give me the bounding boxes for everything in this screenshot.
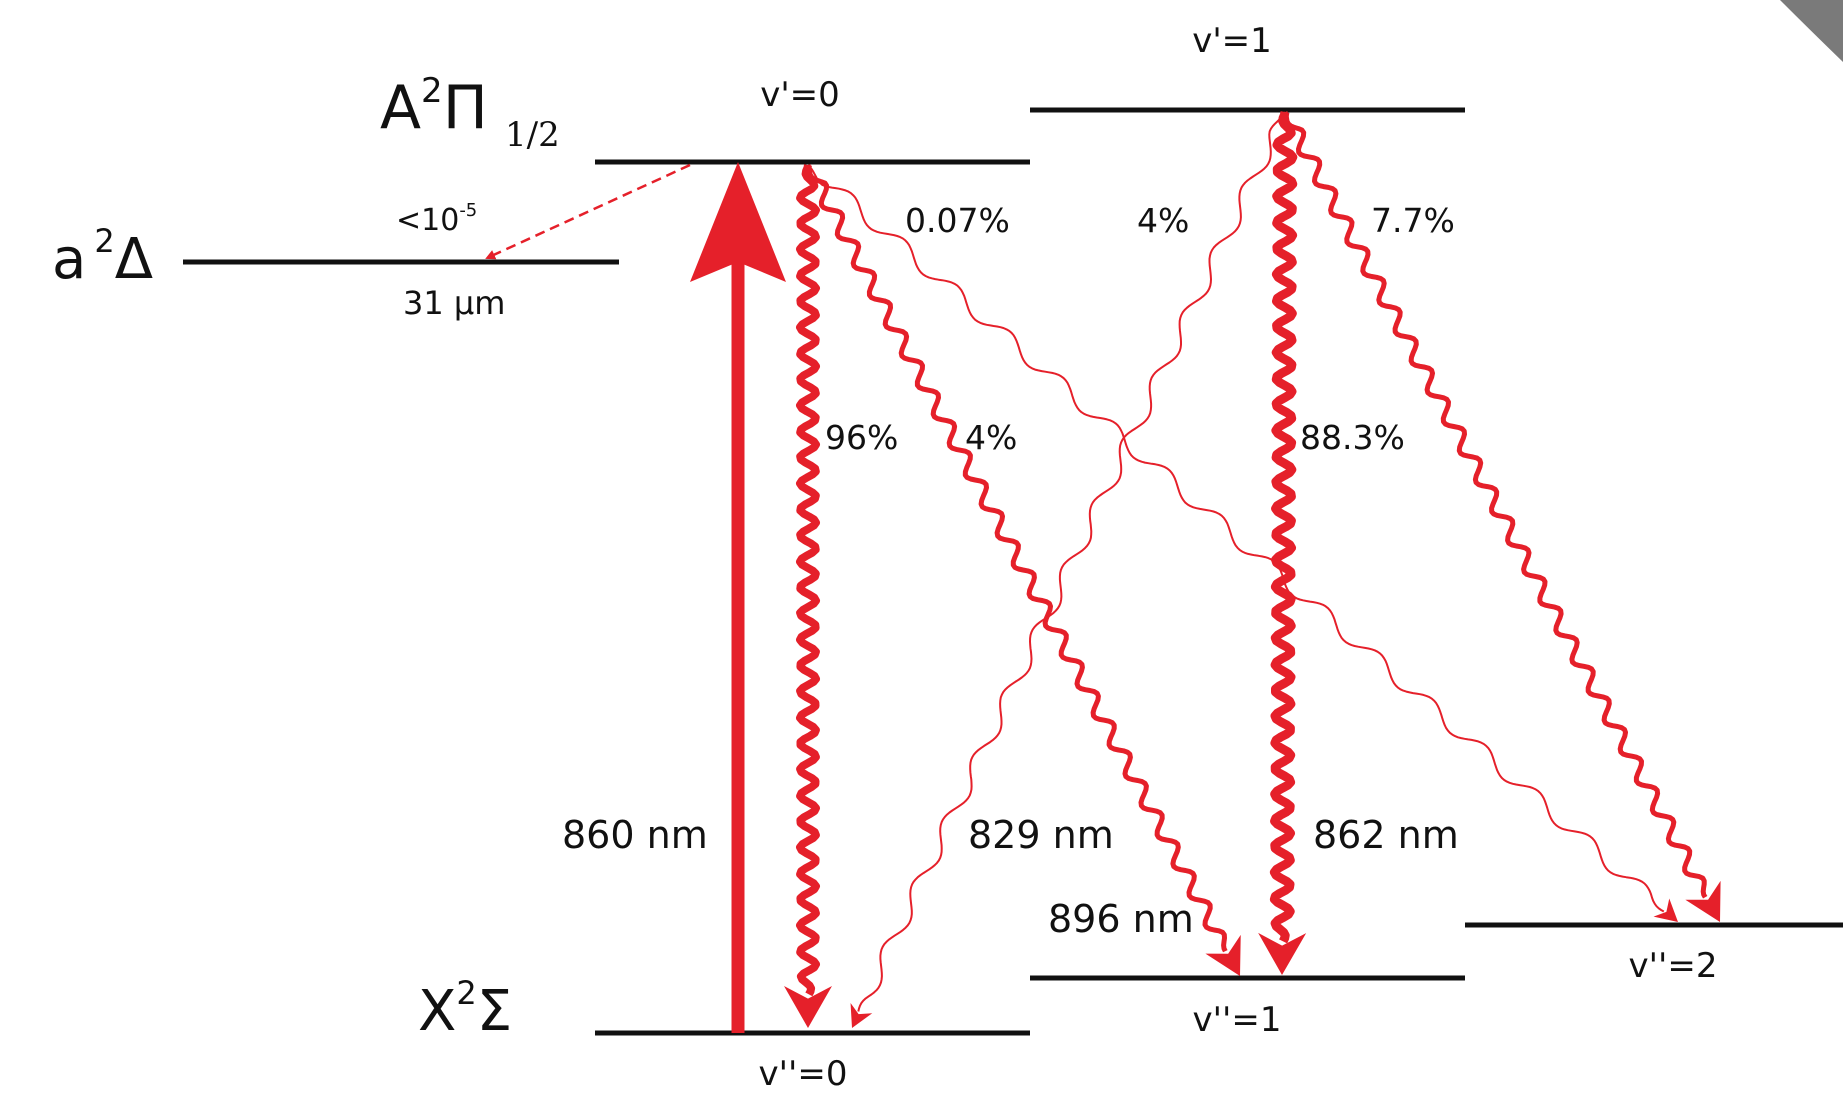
- corner-decoration: [1780, 0, 1843, 62]
- decay-v1-to-v0-wave: [857, 111, 1286, 1012]
- decay-v0-to-v0-wave: [796, 164, 820, 997]
- a-delta-decay-arrow: [485, 163, 691, 260]
- decay-v1-to-v0-arrowhead: [850, 1002, 873, 1028]
- a-delta-lifetime-label: 31 µm: [403, 284, 505, 322]
- branch-v1-v0: 4%: [1137, 201, 1189, 240]
- wavelength-pump: 860 nm: [562, 813, 708, 857]
- state-a-label: a 2Δ: [52, 222, 153, 292]
- level-label-X-v2: v''=2: [1629, 946, 1718, 986]
- a-delta-branch-label: <10-5: [396, 200, 477, 238]
- state-A-subscript: 1/2: [505, 115, 560, 155]
- decay-v0-to-v1-arrowhead: [1205, 934, 1241, 976]
- level-label-X-v0: v''=0: [759, 1054, 848, 1094]
- decay-v1-to-v2-arrowhead: [1685, 880, 1721, 922]
- decay-v0-to-v1-wave: [805, 164, 1228, 953]
- branch-v1-v1: 88.3%: [1300, 418, 1405, 457]
- level-label-X-v1: v''=1: [1193, 1000, 1282, 1040]
- decay-v1-to-v1-arrowhead: [1258, 932, 1307, 975]
- state-A-label: A2Π: [380, 71, 488, 143]
- decay-v1-to-v1-wave: [1269, 110, 1298, 944]
- wavelength-862: 862 nm: [1313, 813, 1459, 857]
- branch-v0-v0: 96%: [825, 418, 898, 457]
- wavelength-896: 896 nm: [1048, 897, 1194, 941]
- pump-arrow-head: [690, 162, 786, 282]
- branch-v1-v2: 7.7%: [1371, 201, 1455, 240]
- decay-transitions: [784, 110, 1721, 1028]
- decay-v0-to-v2-wave: [807, 164, 1665, 913]
- level-label-A-v0: v'=0: [760, 75, 840, 115]
- decay-v0-to-v0-arrowhead: [784, 986, 832, 1028]
- branch-v0-v1: 4%: [965, 418, 1017, 457]
- branch-v0-v2: 0.07%: [905, 201, 1010, 240]
- level-label-A-v1: v'=1: [1192, 21, 1272, 61]
- decay-v0-to-v2-arrowhead: [1653, 898, 1678, 922]
- wavelength-829: 829 nm: [968, 813, 1114, 857]
- state-X-label: X2Σ: [418, 974, 512, 1044]
- decay-v1-to-v2-wave: [1282, 111, 1708, 899]
